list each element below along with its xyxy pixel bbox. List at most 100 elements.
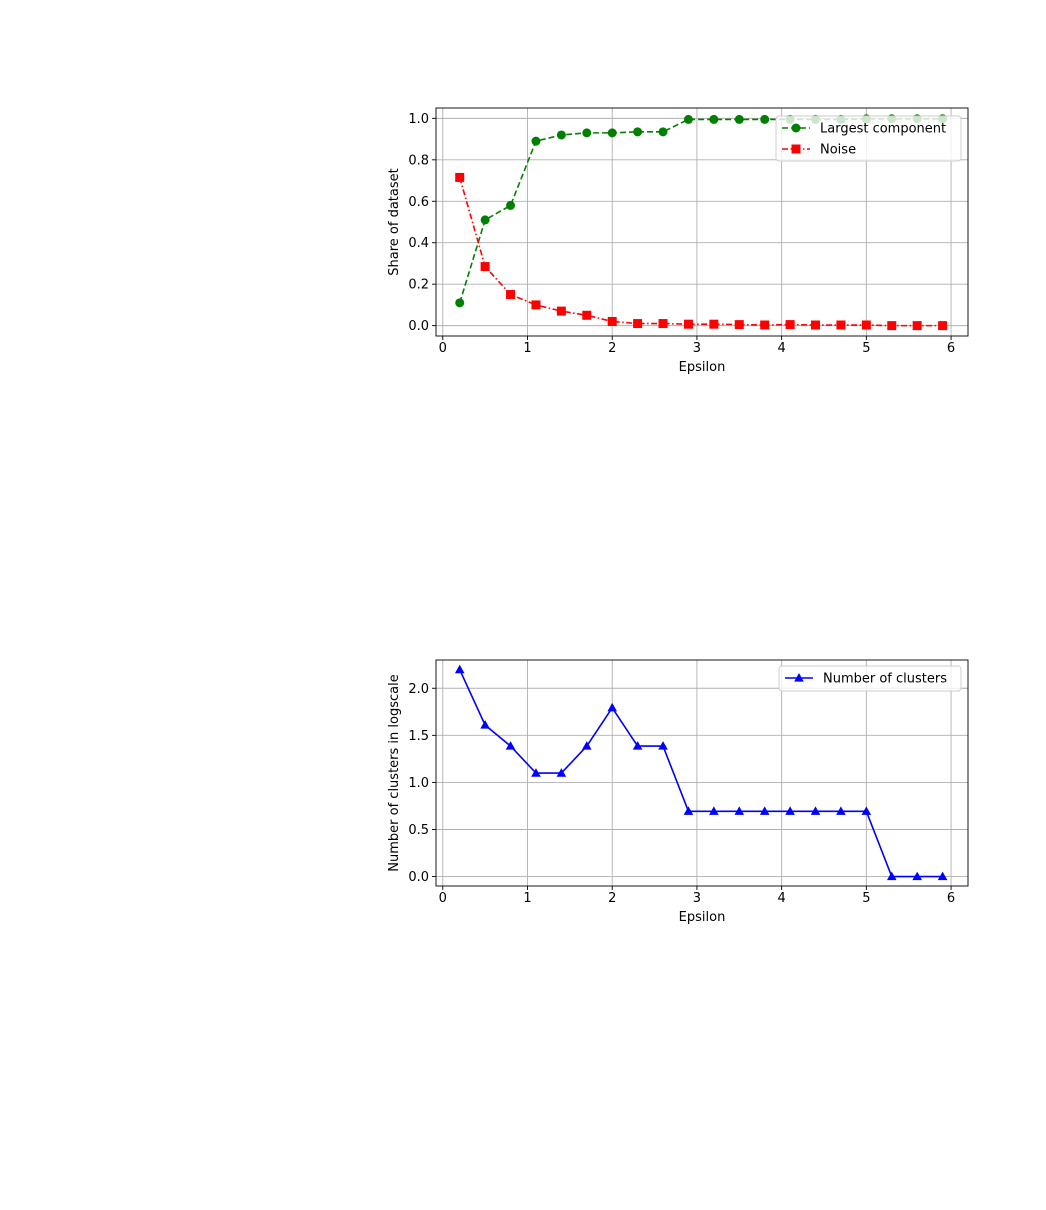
legend-label: Number of clusters <box>823 672 947 687</box>
y-axis-label: Share of dataset <box>387 168 402 275</box>
data-point <box>556 130 566 140</box>
data-point <box>811 320 821 330</box>
data-point <box>633 127 643 137</box>
data-point <box>607 128 617 138</box>
data-point <box>658 127 668 137</box>
data-point <box>632 741 643 750</box>
data-point <box>785 806 795 815</box>
data-point <box>480 720 490 729</box>
grid-lines <box>436 660 968 886</box>
data-point <box>480 262 490 272</box>
x-tick-label: 0 <box>439 891 447 906</box>
x-tick-label: 1 <box>523 891 531 906</box>
y-tick-label: 0.2 <box>408 278 429 293</box>
data-point <box>785 320 795 330</box>
y-tick-label: 1.0 <box>408 112 429 127</box>
data-point <box>734 320 744 330</box>
series-noise <box>455 172 948 331</box>
data-point <box>581 741 592 750</box>
legend-label: Noise <box>820 143 856 158</box>
chart-1: 0 1 2 3 4 5 6 0.0 0.2 0.4 0.6 0.8 1.0 Epsilon Share of… <box>387 107 969 375</box>
data-point <box>480 215 490 225</box>
y-tick-label: 0.6 <box>408 195 429 210</box>
data-point <box>556 768 567 777</box>
data-point <box>734 806 745 815</box>
y-axis-label: Number of clusters in logscale <box>387 674 402 871</box>
y-tick-label: 0.5 <box>408 823 429 838</box>
x-tick-label: 3 <box>693 341 701 356</box>
data-point <box>760 114 770 124</box>
data-point <box>582 310 592 320</box>
data-point <box>886 871 897 881</box>
data-point <box>836 320 846 330</box>
y-tick-label: 0.0 <box>408 319 429 334</box>
x-axis-label: Epsilon <box>679 360 726 375</box>
data-point <box>709 806 719 815</box>
data-point <box>607 316 617 326</box>
data-point <box>912 871 922 881</box>
data-point <box>506 290 516 300</box>
y-tick-label: 2.0 <box>408 682 429 697</box>
data-point <box>531 136 541 146</box>
data-point <box>506 200 516 210</box>
data-point <box>556 306 566 316</box>
legend-box <box>775 115 962 162</box>
y-tick-label: 1.0 <box>408 776 429 791</box>
data-point <box>582 128 592 138</box>
legend: Largest component Noise <box>775 115 962 162</box>
data-point <box>912 321 922 331</box>
y-tick-label: 0.4 <box>408 236 429 251</box>
axes-frame <box>435 107 969 337</box>
legend-label: Largest component <box>820 122 946 137</box>
data-point <box>810 806 821 815</box>
data-point <box>505 741 516 750</box>
data-point <box>607 702 618 712</box>
data-point <box>836 806 846 815</box>
y-tick-label: 0.0 <box>408 870 429 885</box>
chart-2: 0 1 2 3 4 5 6 0.0 0.5 1.0 1.5 2.0 Epsilon Number of c… <box>387 659 969 925</box>
x-tick-label: 0 <box>439 341 447 356</box>
data-point <box>760 320 770 330</box>
legend-box <box>778 665 962 692</box>
data-point <box>455 298 465 308</box>
data-point <box>455 172 465 182</box>
x-tick-label: 6 <box>947 341 955 356</box>
data-point <box>938 321 948 331</box>
data-point <box>531 300 541 310</box>
legend: Number of clusters <box>778 665 962 692</box>
data-point <box>683 114 693 124</box>
data-point <box>683 806 694 815</box>
y-tick-label: 1.5 <box>408 729 429 744</box>
series-number-of-clusters <box>454 664 948 881</box>
data-point <box>454 664 465 674</box>
x-tick-label: 2 <box>608 341 616 356</box>
data-point <box>531 768 541 777</box>
x-tick-label: 6 <box>947 891 955 906</box>
x-tick-label: 4 <box>777 891 785 906</box>
x-tick-label: 5 <box>862 341 870 356</box>
data-point <box>734 114 744 124</box>
data-point <box>658 319 668 329</box>
data-point <box>633 319 643 329</box>
x-axis-label: Epsilon <box>679 910 726 925</box>
series-line <box>458 669 943 878</box>
legend-marker <box>791 123 801 133</box>
x-tick-label: 3 <box>693 891 701 906</box>
series-line <box>458 177 943 327</box>
x-tick-label: 2 <box>608 891 616 906</box>
axes-frame <box>435 659 969 887</box>
data-point <box>861 320 871 330</box>
data-point <box>683 319 693 329</box>
data-point <box>709 319 719 329</box>
data-point <box>658 741 668 750</box>
data-point <box>861 806 872 815</box>
x-tick-label: 1 <box>523 341 531 356</box>
data-point <box>937 871 948 881</box>
legend-marker <box>794 673 804 682</box>
y-tick-label: 0.8 <box>408 153 429 168</box>
x-tick-label: 5 <box>862 891 870 906</box>
data-point <box>887 321 897 331</box>
data-point <box>759 806 770 815</box>
x-tick-label: 4 <box>777 341 785 356</box>
